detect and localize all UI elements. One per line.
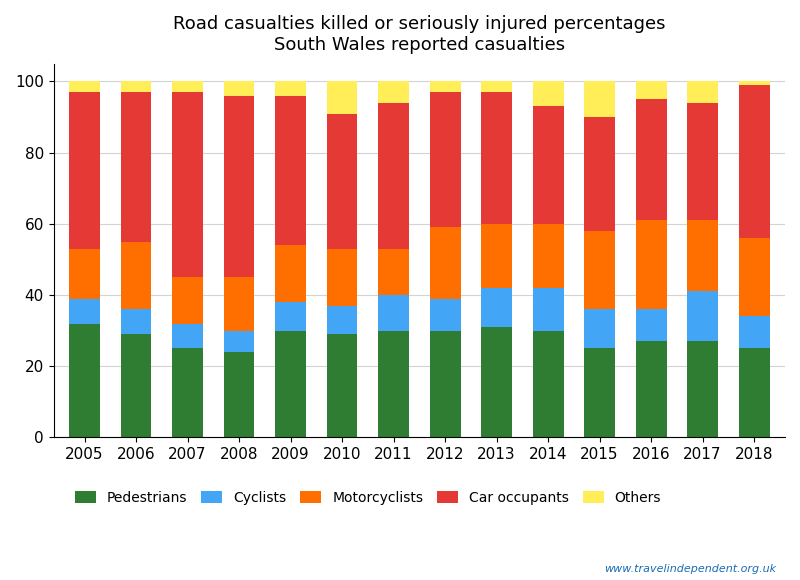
Bar — [481, 224, 512, 288]
Bar — [223, 352, 254, 437]
Bar — [430, 299, 461, 331]
Bar — [481, 327, 512, 437]
Bar — [636, 341, 666, 437]
Bar — [69, 81, 100, 92]
Bar — [636, 220, 666, 309]
Bar — [687, 103, 718, 220]
Bar — [121, 242, 151, 309]
Bar — [326, 114, 358, 249]
Bar — [121, 309, 151, 334]
Bar — [636, 99, 666, 220]
Bar — [738, 85, 770, 238]
Bar — [275, 96, 306, 245]
Bar — [172, 324, 203, 349]
Bar — [378, 103, 409, 249]
Bar — [430, 81, 461, 92]
Bar — [430, 92, 461, 227]
Bar — [172, 277, 203, 324]
Bar — [172, 81, 203, 92]
Bar — [326, 334, 358, 437]
Bar — [533, 331, 563, 437]
Bar — [687, 341, 718, 437]
Bar — [738, 238, 770, 317]
Bar — [481, 288, 512, 327]
Bar — [738, 81, 770, 85]
Bar — [223, 277, 254, 331]
Bar — [687, 220, 718, 292]
Bar — [584, 231, 615, 309]
Bar — [430, 331, 461, 437]
Bar — [275, 81, 306, 96]
Bar — [584, 81, 615, 117]
Bar — [584, 349, 615, 437]
Bar — [584, 309, 615, 349]
Bar — [275, 331, 306, 437]
Bar — [326, 306, 358, 334]
Bar — [481, 92, 512, 224]
Bar — [223, 81, 254, 96]
Bar — [481, 81, 512, 92]
Bar — [223, 96, 254, 277]
Bar — [121, 334, 151, 437]
Title: Road casualties killed or seriously injured percentages
South Wales reported cas: Road casualties killed or seriously inju… — [173, 15, 666, 54]
Bar — [378, 81, 409, 103]
Bar — [378, 295, 409, 331]
Bar — [687, 292, 718, 341]
Bar — [584, 117, 615, 231]
Bar — [69, 249, 100, 299]
Text: www.travelindependent.org.uk: www.travelindependent.org.uk — [604, 564, 776, 574]
Legend: Pedestrians, Cyclists, Motorcyclists, Car occupants, Others: Pedestrians, Cyclists, Motorcyclists, Ca… — [70, 485, 666, 510]
Bar — [172, 92, 203, 277]
Bar — [533, 81, 563, 106]
Bar — [738, 317, 770, 349]
Bar — [378, 249, 409, 295]
Bar — [378, 331, 409, 437]
Bar — [687, 81, 718, 103]
Bar — [121, 92, 151, 242]
Bar — [326, 81, 358, 114]
Bar — [121, 81, 151, 92]
Bar — [533, 288, 563, 331]
Bar — [172, 349, 203, 437]
Bar — [533, 106, 563, 224]
Bar — [636, 309, 666, 341]
Bar — [69, 324, 100, 437]
Bar — [738, 349, 770, 437]
Bar — [223, 331, 254, 352]
Bar — [430, 227, 461, 299]
Bar — [69, 92, 100, 249]
Bar — [275, 245, 306, 302]
Bar — [69, 299, 100, 324]
Bar — [636, 81, 666, 99]
Bar — [533, 224, 563, 288]
Bar — [275, 302, 306, 331]
Bar — [326, 249, 358, 306]
